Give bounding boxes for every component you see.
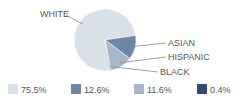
chart-container: WHITE ASIAN HISPANIC BLACK 75.5% 12.6% 11.6% 0.…	[0, 0, 240, 100]
leader-line	[131, 43, 166, 47]
slice-label: HISPANIC	[168, 52, 210, 62]
legend-label: 11.6%	[147, 85, 172, 95]
legend-label: 75.5%	[21, 85, 47, 95]
chart-svg: WHITE ASIAN HISPANIC BLACK 75.5% 12.6% 11.6% 0.…	[0, 0, 240, 100]
leader-line	[119, 57, 166, 63]
legend-label: 12.6%	[84, 85, 110, 95]
legend-label: 0.4%	[210, 85, 231, 95]
slice-label: ASIAN	[168, 38, 195, 48]
legend-swatch	[71, 84, 81, 94]
pie-slice	[105, 40, 111, 71]
legend-swatch	[197, 84, 207, 94]
legend: 75.5% 12.6% 11.6% 0.4%	[8, 84, 231, 95]
legend-swatch	[134, 84, 144, 94]
slice-label: BLACK	[160, 67, 190, 77]
slice-label: WHITE	[40, 9, 69, 19]
pie-slice	[105, 40, 130, 70]
legend-swatch	[8, 84, 18, 94]
leader-line	[110, 67, 158, 72]
